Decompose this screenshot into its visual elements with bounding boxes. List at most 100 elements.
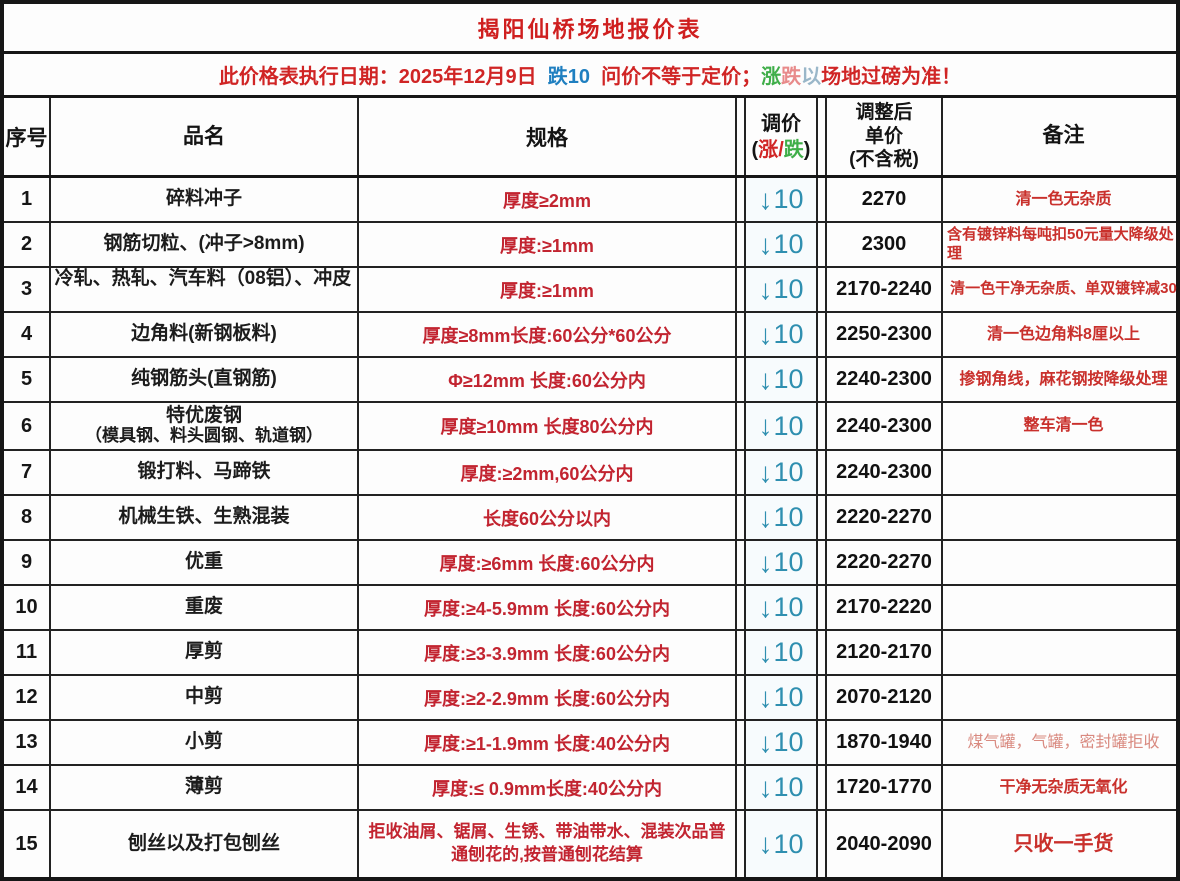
row-price: 2070-2120 <box>825 676 943 719</box>
row-adjust: ↓ 10 <box>744 403 818 449</box>
column-gap <box>737 403 744 449</box>
down-arrow-icon: ↓ <box>758 410 773 441</box>
table-row: 9 优重 厚度:≥6mm 长度:60公分内 ↓ 10 2220-2270 <box>4 541 1176 586</box>
row-name: 中剪 <box>51 676 359 719</box>
column-gap <box>818 98 825 175</box>
notice-price-text: 问价不等于定价； <box>590 66 762 88</box>
table-row: 8 机械生铁、生熟混装 长度60公分以内 ↓ 10 2220-2270 <box>4 496 1176 541</box>
row-name-line1: 小剪 <box>184 731 223 753</box>
row-price: 1720-1770 <box>825 766 943 809</box>
column-gap <box>737 766 744 809</box>
column-gap <box>818 811 825 877</box>
header-adjust: 调价 (涨/跌) <box>744 98 818 175</box>
row-remark <box>943 451 1180 494</box>
down-arrow-icon: ↓ <box>758 183 773 215</box>
column-gap <box>737 98 744 175</box>
row-spec: 厚度:≥1mm <box>359 223 737 266</box>
row-spec: 厚度:≥6mm 长度:60公分内 <box>359 541 737 584</box>
column-gap <box>737 451 744 494</box>
column-gap <box>737 631 744 674</box>
down-arrow-icon: ↓ <box>758 363 773 395</box>
table-row: 1 碎料冲子 厚度≥2mm ↓ 10 2270 清一色无杂质 <box>4 178 1176 223</box>
row-name-line1: 纯钢筋头(直钢筋) <box>131 368 277 390</box>
row-adjust-amount: 10 <box>773 410 804 441</box>
row-spec: 拒收油屑、锯屑、生锈、带油带水、混装次品普通刨花的,按普通刨花结算 <box>359 811 737 877</box>
row-remark: 清一色边角料8厘以上 <box>987 325 1140 343</box>
row-adjust: ↓ 10 <box>744 676 818 719</box>
row-adjust: ↓ 10 <box>744 313 818 356</box>
header-remark: 备注 <box>1042 124 1085 148</box>
row-remark <box>943 541 1180 584</box>
row-price: 2270 <box>825 178 943 221</box>
row-name: 钢筋切粒、(冲子>8mm) <box>51 223 359 266</box>
row-spec: 厚度:≤ 0.9mm长度:40公分内 <box>359 766 737 809</box>
row-adjust-amount: 10 <box>773 184 804 214</box>
row-seq: 1 <box>4 178 51 221</box>
row-name: 小剪 <box>51 721 359 764</box>
column-gap <box>818 223 825 266</box>
notice-scale-text: 场地过磅为准！ <box>821 66 962 88</box>
row-seq: 11 <box>4 631 51 674</box>
row-price: 2300 <box>825 223 943 266</box>
column-gap <box>737 586 744 629</box>
table-row: 3 冷轧、热轧、汽车料（08铝）、冲皮 厚度:≥1mm ↓ 10 2170-224… <box>4 268 1177 313</box>
row-seq: 6 <box>4 403 51 449</box>
row-adjust: ↓ 10 <box>744 358 818 401</box>
row-adjust: ↓ 10 <box>744 223 818 266</box>
table-body: 1 碎料冲子 厚度≥2mm ↓ 10 2270 清一色无杂质 2 钢筋切粒、(冲子… <box>4 178 1177 877</box>
row-seq: 15 <box>4 811 51 877</box>
row-adjust-amount: 10 <box>773 364 804 394</box>
row-adjust: ↓ 10 <box>744 631 818 674</box>
row-adjust: ↓ 10 <box>744 451 818 494</box>
row-adjust-amount: 10 <box>773 637 804 667</box>
column-gap <box>818 313 825 356</box>
row-adjust-amount: 10 <box>773 772 804 802</box>
row-price: 2120-2170 <box>825 631 943 674</box>
row-adjust: ↓ 10 <box>744 541 818 584</box>
row-spec: 厚度:≥3-3.9mm 长度:60公分内 <box>359 631 737 674</box>
row-spec: Φ≥12mm 长度:60公分内 <box>359 358 737 401</box>
header-price: 调整后 单价 (不含税) <box>825 98 943 175</box>
table-row: 2 钢筋切粒、(冲子>8mm) 厚度:≥1mm ↓ 10 2300 含有镀锌料每吨… <box>4 223 1176 268</box>
column-gap <box>818 178 825 221</box>
down-arrow-icon: ↓ <box>758 828 773 859</box>
column-gap <box>737 358 744 401</box>
row-remark: 清一色干净无杂质、单双镀锌减30 <box>950 280 1177 298</box>
page-title: 揭阳仙桥场地报价表 <box>4 4 1176 54</box>
column-gap <box>818 766 825 809</box>
row-price: 2240-2300 <box>825 451 943 494</box>
row-spec: 厚度≥2mm <box>359 178 737 221</box>
row-price: 1870-1940 <box>825 721 943 764</box>
table-row: 6 特优废钢 （模具钢、料头圆钢、轨道钢） 厚度≥10mm 长度80公分内 ↓ 1… <box>4 403 1176 451</box>
row-spec: 厚度≥10mm 长度80公分内 <box>359 403 737 449</box>
row-seq: 9 <box>4 541 51 584</box>
row-name-line1: 厚剪 <box>184 641 223 663</box>
row-remark: 掺钢角线，麻花钢按降级处理 <box>959 370 1168 388</box>
notice-up-char: 涨 <box>761 66 782 88</box>
row-spec: 厚度:≥2mm,60公分内 <box>359 451 737 494</box>
row-spec: 厚度:≥1-1.9mm 长度:40公分内 <box>359 721 737 764</box>
row-name: 厚剪 <box>51 631 359 674</box>
row-price: 2240-2300 <box>825 358 943 401</box>
row-remark: 含有镀锌料每吨扣50元量大降级处理 <box>947 225 1174 262</box>
row-price: 2040-2090 <box>825 811 943 877</box>
column-gap <box>818 541 825 584</box>
row-adjust: ↓ 10 <box>744 178 818 221</box>
down-arrow-icon: ↓ <box>758 318 773 350</box>
table-row: 10 重废 厚度:≥4-5.9mm 长度:60公分内 ↓ 10 2170-2220 <box>4 586 1176 631</box>
down-arrow-icon: ↓ <box>758 681 773 713</box>
row-spec: 长度60公分以内 <box>359 496 737 539</box>
row-name-line1: 锻打料、马蹄铁 <box>137 461 271 483</box>
row-seq: 3 <box>4 268 51 311</box>
row-name-line1: 碎料冲子 <box>165 188 242 210</box>
row-adjust-amount: 10 <box>773 547 804 577</box>
row-name: 优重 <box>51 541 359 584</box>
row-adjust: ↓ 10 <box>744 766 818 809</box>
row-seq: 4 <box>4 313 51 356</box>
header-name: 品名 <box>51 98 359 175</box>
row-adjust: ↓ 10 <box>744 721 818 764</box>
column-gap <box>818 358 825 401</box>
column-gap <box>737 223 744 266</box>
row-name: 机械生铁、生熟混装 <box>51 496 359 539</box>
